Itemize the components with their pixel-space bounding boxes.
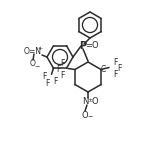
Text: F: F bbox=[113, 70, 117, 79]
Text: O=N: O=N bbox=[24, 47, 42, 57]
Text: C: C bbox=[100, 65, 106, 74]
Text: ±: ± bbox=[87, 98, 93, 104]
Text: =O: =O bbox=[85, 40, 99, 49]
Text: F: F bbox=[56, 65, 60, 74]
Text: P: P bbox=[79, 41, 87, 51]
Text: −: − bbox=[87, 113, 93, 119]
Text: −: − bbox=[34, 64, 40, 69]
Text: F: F bbox=[60, 59, 64, 68]
Text: O: O bbox=[30, 60, 36, 69]
Text: F: F bbox=[60, 71, 64, 80]
Text: F: F bbox=[45, 79, 50, 88]
Text: F: F bbox=[53, 77, 58, 86]
Text: O: O bbox=[82, 111, 88, 120]
Text: F: F bbox=[117, 64, 121, 73]
Text: F: F bbox=[113, 58, 117, 67]
Text: N: N bbox=[82, 97, 88, 106]
Text: F: F bbox=[42, 72, 47, 81]
Text: +: + bbox=[37, 46, 43, 51]
Text: O: O bbox=[92, 97, 98, 106]
